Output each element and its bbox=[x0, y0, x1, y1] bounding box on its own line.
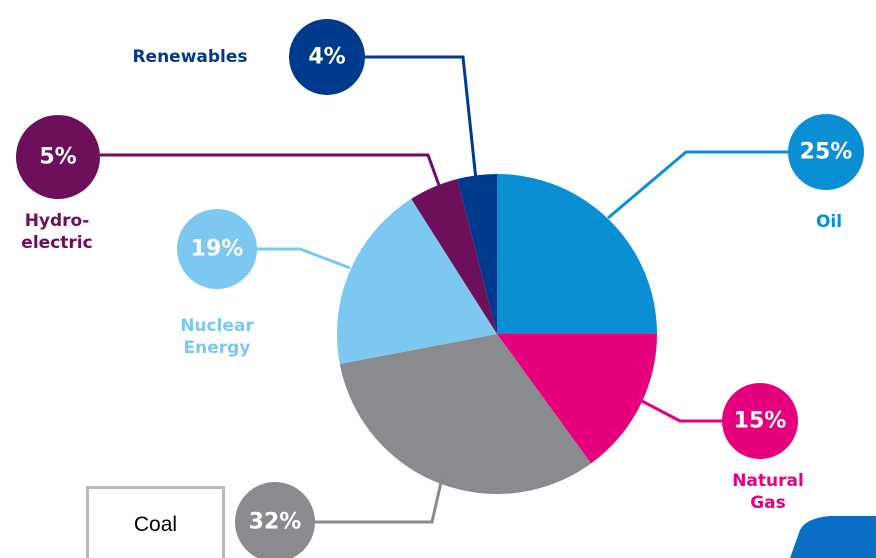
value-label: 32% bbox=[249, 510, 302, 535]
callout-circle bbox=[235, 482, 315, 558]
pie-slice bbox=[339, 334, 592, 494]
leader-line bbox=[639, 398, 722, 423]
category-label: Natural Gas bbox=[732, 471, 804, 513]
value-label: 15% bbox=[734, 409, 787, 434]
value-label: 25% bbox=[800, 140, 853, 165]
value-label: 19% bbox=[191, 237, 244, 262]
coal-box: Coal bbox=[86, 486, 225, 558]
callout-circle bbox=[177, 209, 257, 289]
decoration bbox=[790, 516, 876, 558]
callout-circle bbox=[289, 19, 365, 95]
leader-line bbox=[257, 247, 351, 270]
callout-circle bbox=[722, 383, 798, 459]
leader-line bbox=[607, 150, 788, 220]
pie-slice bbox=[497, 174, 657, 334]
callout-circle bbox=[16, 115, 100, 199]
leader-line bbox=[100, 153, 442, 189]
pie-slice bbox=[457, 174, 497, 334]
category-label: Hydro- electric bbox=[21, 211, 93, 253]
leader-line bbox=[315, 477, 444, 524]
value-label: 5% bbox=[39, 145, 76, 170]
leader-line bbox=[365, 55, 478, 181]
category-label: Renewables bbox=[132, 47, 248, 67]
category-label: Oil bbox=[815, 212, 843, 232]
value-label: 4% bbox=[308, 45, 345, 70]
callout-circle bbox=[788, 114, 864, 190]
coal-label: Coal bbox=[133, 513, 178, 536]
pie-slice bbox=[411, 179, 497, 334]
pie-slice bbox=[497, 334, 657, 464]
pie-slice bbox=[337, 198, 497, 364]
category-label: Nuclear Energy bbox=[180, 316, 254, 358]
